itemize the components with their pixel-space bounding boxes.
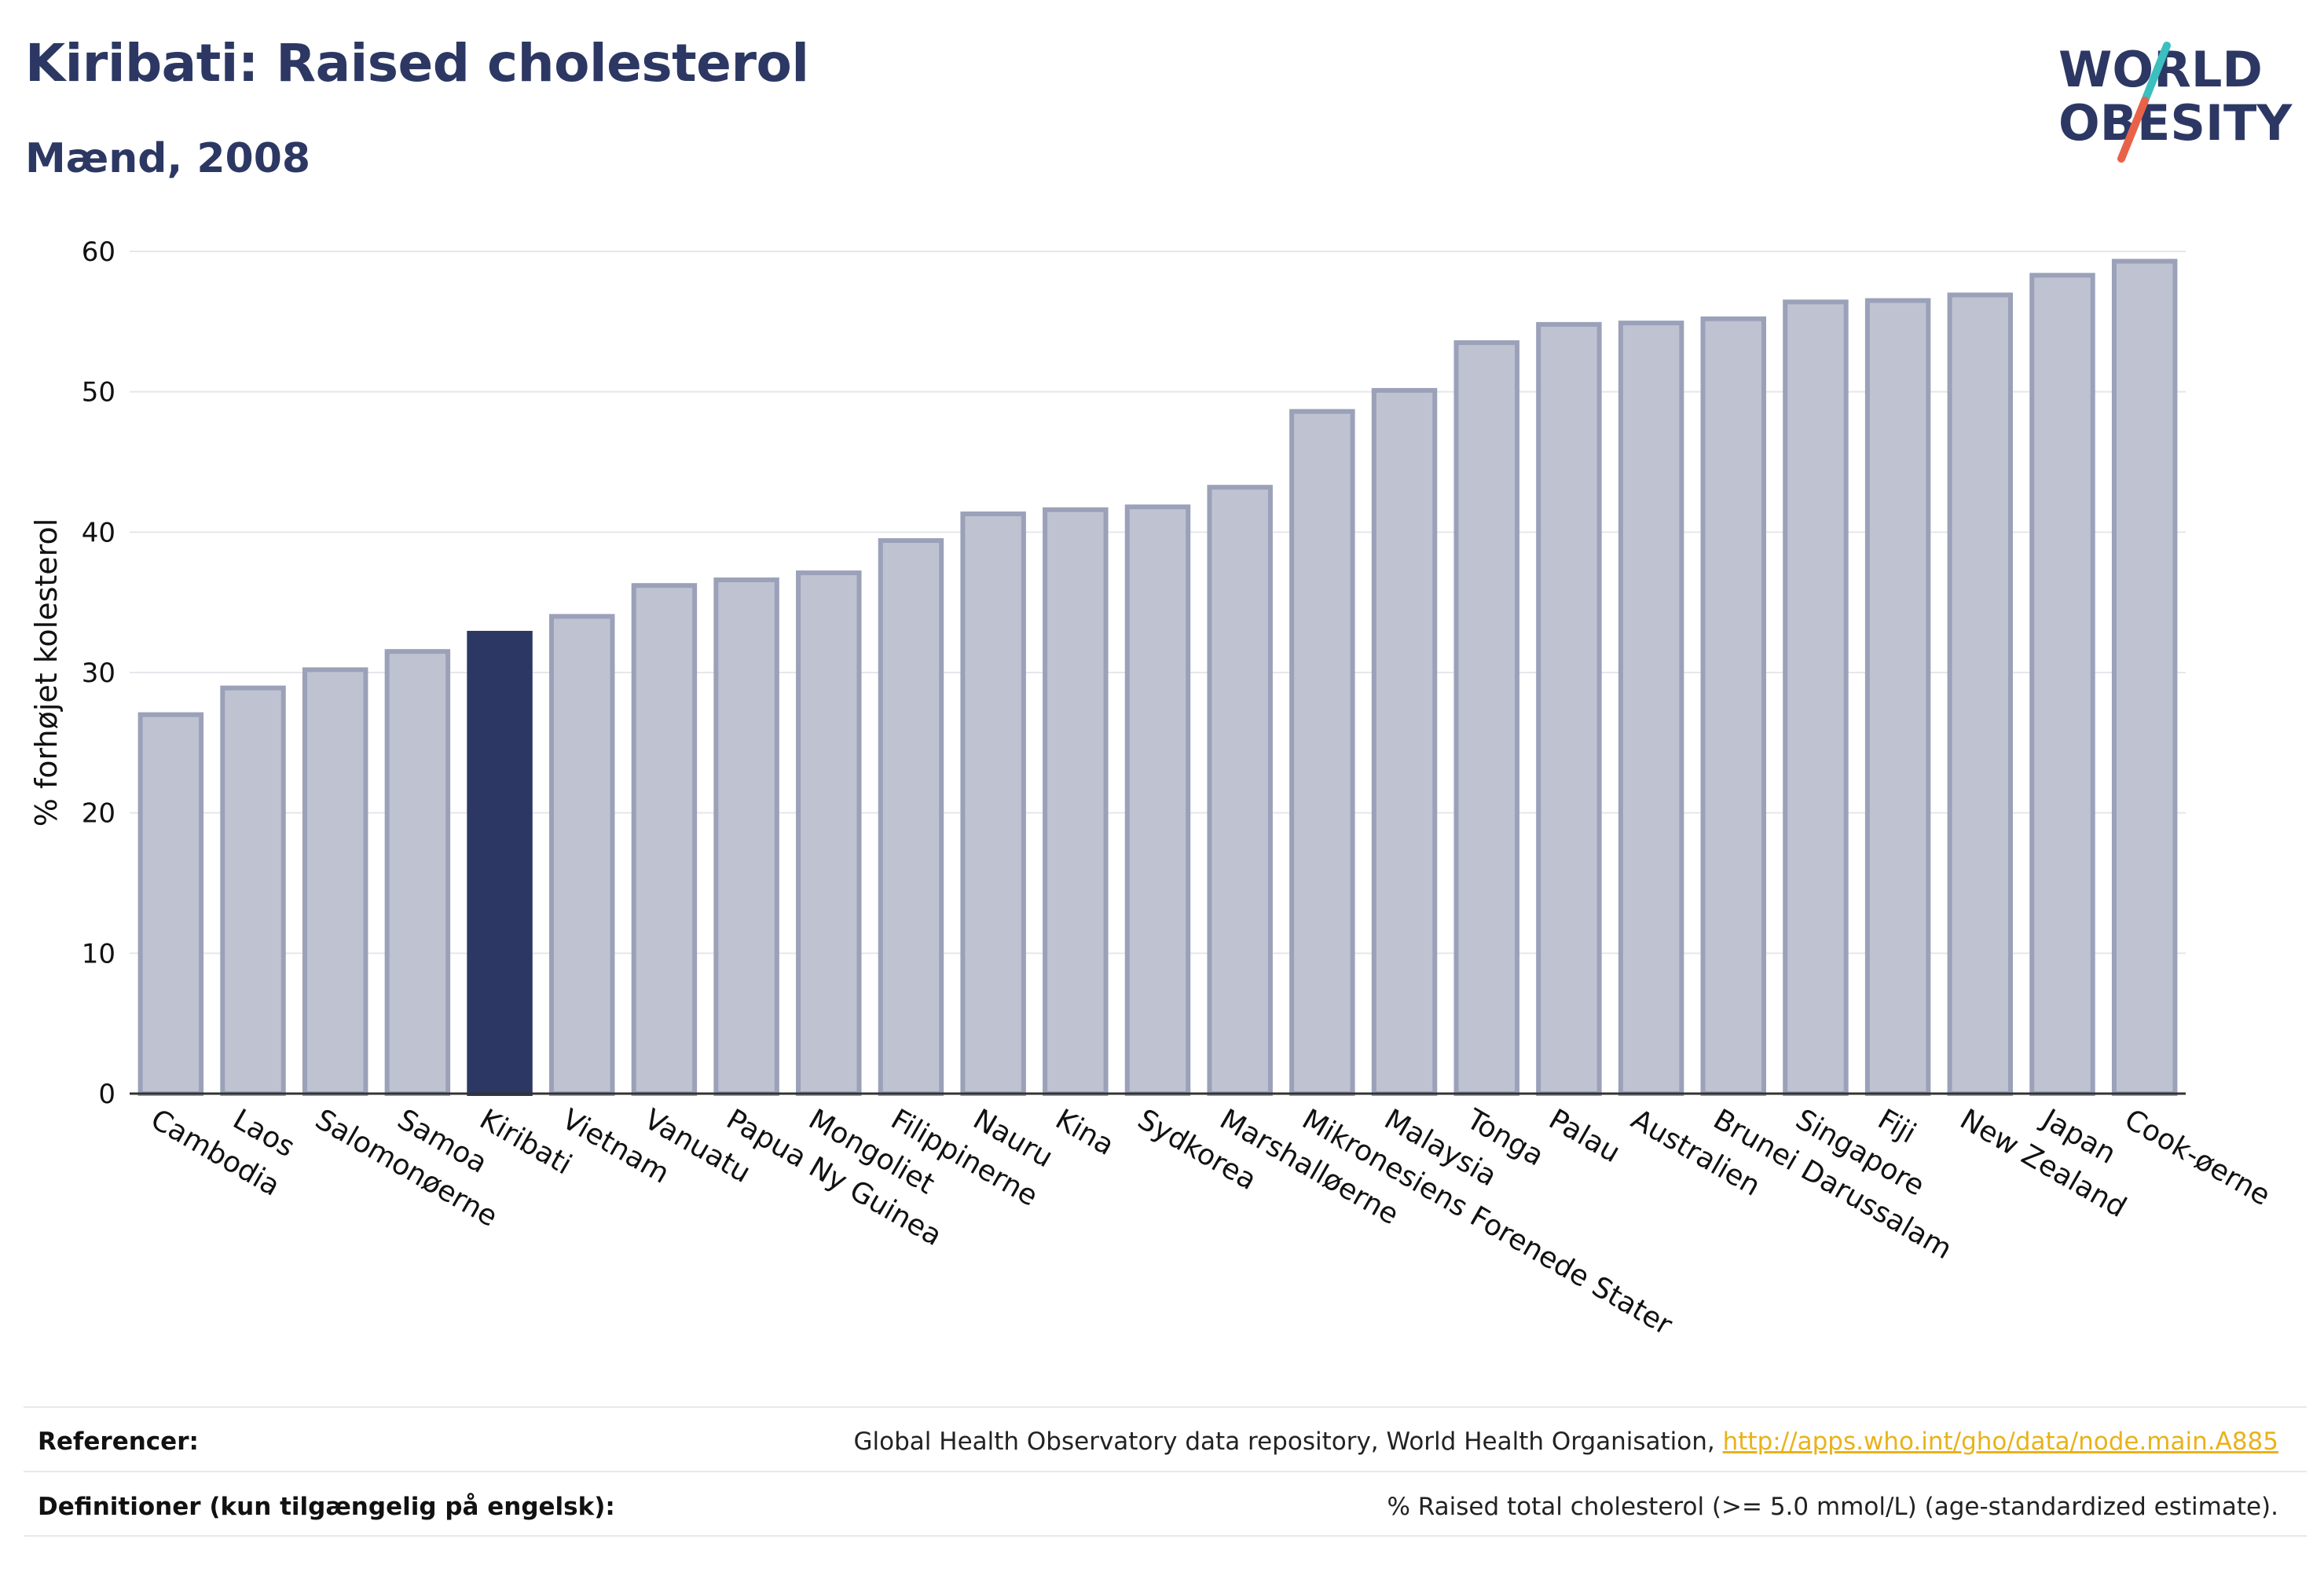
y-axis-label: % forhøjet kolesterol	[29, 519, 64, 827]
bar	[713, 577, 779, 1096]
bar	[2111, 258, 2178, 1096]
footer-divider-top	[24, 1406, 2307, 1408]
bar	[1371, 387, 1438, 1096]
bar	[878, 538, 944, 1096]
x-tick-label: Kina	[1050, 1103, 1119, 1162]
references-text: Global Health Observatory data repositor…	[853, 1428, 1723, 1456]
references-value: Global Health Observatory data repositor…	[854, 1426, 2278, 1457]
logo-slash-teal	[2141, 42, 2171, 104]
bar	[1947, 292, 2014, 1096]
bar	[1124, 504, 1191, 1096]
x-tick-label: Fiji	[1872, 1103, 1921, 1150]
bar	[1783, 299, 1849, 1096]
definitions-label: Definitioner (kun tilgængelig på engelsk…	[38, 1493, 615, 1521]
bar	[549, 614, 615, 1096]
references-label: Referencer:	[38, 1428, 199, 1456]
bar	[631, 583, 698, 1096]
y-tick-label: 0	[98, 1079, 115, 1110]
bar	[1700, 316, 1766, 1096]
y-tick-label: 50	[82, 377, 115, 409]
bar	[137, 712, 204, 1096]
y-tick-label: 60	[82, 236, 115, 268]
definitions-row: Definitioner (kun tilgængelig på engelsk…	[24, 1491, 2278, 1523]
world-obesity-logo: WORLD OBESITY	[2058, 41, 2293, 163]
footer-divider-middle	[24, 1471, 2307, 1472]
chart-title: Kiribati: Raised cholesterol	[25, 33, 809, 93]
bar	[2029, 273, 2095, 1097]
bar	[1864, 298, 1931, 1096]
bar	[796, 570, 862, 1096]
x-tick-label: Palau	[1543, 1103, 1626, 1169]
bar	[1289, 409, 1355, 1096]
bar	[220, 685, 286, 1096]
references-link[interactable]: http://apps.who.int/gho/data/node.main.A…	[1722, 1428, 2278, 1456]
x-tick-label: Cook-øerne	[2119, 1103, 2275, 1212]
bar	[1043, 507, 1109, 1096]
logo-slash-coral	[2117, 97, 2149, 163]
y-tick-label: 20	[82, 798, 115, 830]
bar	[1453, 340, 1519, 1096]
bar	[960, 511, 1026, 1096]
x-tick-label: Kiribati	[475, 1103, 577, 1181]
bar	[1207, 485, 1273, 1096]
bar-highlight	[467, 630, 533, 1096]
bar	[302, 667, 368, 1096]
definitions-value: % Raised total cholesterol (>= 5.0 mmol/…	[1387, 1493, 2278, 1521]
footer-divider-bottom	[24, 1535, 2307, 1537]
y-tick-label: 10	[82, 938, 115, 969]
bar	[384, 649, 451, 1096]
chart-subtitle: Mænd, 2008	[25, 135, 311, 182]
bar	[1618, 321, 1684, 1096]
logo-line2: OBESITY	[2058, 94, 2293, 152]
bar	[1536, 321, 1602, 1096]
y-tick-label: 30	[82, 658, 115, 689]
y-tick-label: 40	[82, 517, 115, 548]
references-row: Referencer: Global Health Observatory da…	[24, 1426, 2278, 1457]
